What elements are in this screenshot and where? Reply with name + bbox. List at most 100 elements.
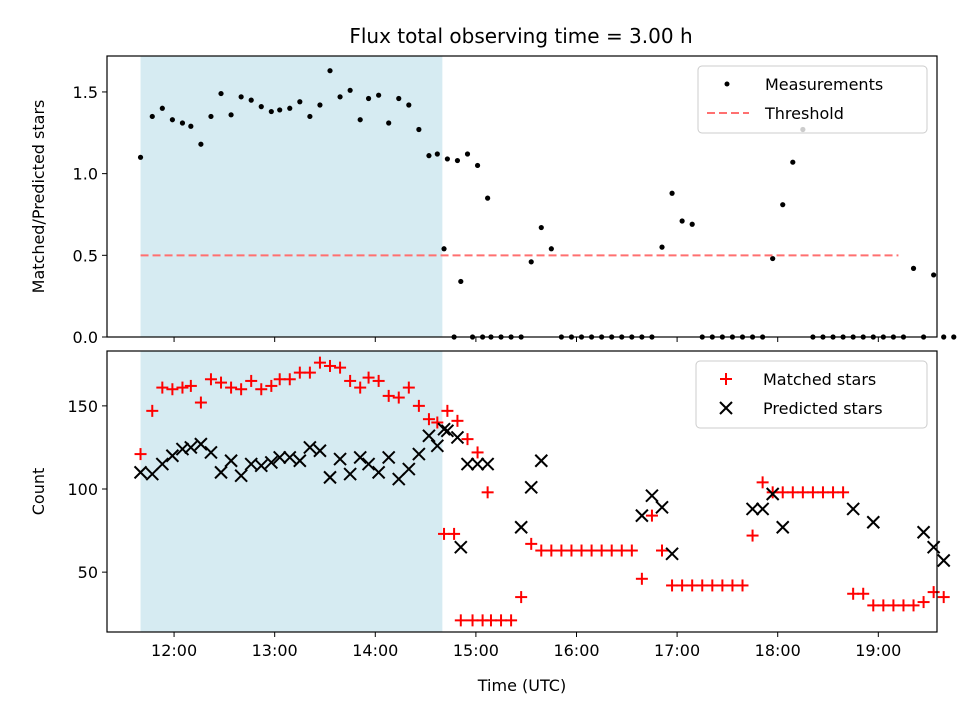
- legend-measurements-marker: [724, 81, 730, 87]
- legend-measurements-label: Measurements: [765, 75, 883, 94]
- predicted-stars-point: [155, 457, 170, 471]
- bottom-y-axis-label: Count: [29, 468, 48, 516]
- matched-stars-point: [466, 614, 479, 627]
- predicted-stars-point: [133, 465, 148, 480]
- predicted-stars-point: [313, 444, 327, 458]
- matched-stars-point: [505, 614, 518, 627]
- bottom-axes-frame: [106, 350, 938, 633]
- x-tick-label: 18:00: [755, 641, 801, 660]
- measurements-point: [228, 112, 234, 118]
- measurements-point: [159, 105, 165, 111]
- measurements-point: [277, 107, 283, 113]
- matched-stars-point: [255, 383, 268, 396]
- measurements-point: [365, 95, 372, 102]
- measurements-point: [790, 159, 796, 165]
- x-axis-label: Time (UTC): [477, 676, 566, 695]
- predicted-stars-point: [323, 470, 337, 485]
- x-tick-label: 17:00: [654, 641, 700, 660]
- top-observing-window: [140, 56, 443, 337]
- matched-stars-point: [283, 373, 296, 386]
- matched-stars-point: [726, 579, 739, 592]
- matched-stars-point: [525, 537, 538, 550]
- legend-predicted-label: Predicted stars: [763, 399, 883, 418]
- matched-stars-point: [215, 376, 228, 389]
- matched-stars-point: [235, 383, 248, 396]
- matched-stars-point: [917, 596, 930, 609]
- measurements-point: [426, 153, 432, 159]
- predicted-stars-point: [293, 454, 307, 468]
- predicted-stars-point: [283, 450, 297, 465]
- measurements-point: [485, 195, 491, 201]
- measurements-point: [931, 272, 937, 278]
- predicted-stars-point: [422, 429, 436, 443]
- top-y-axis: 0.0 0.5 1.0 1.5: [73, 83, 107, 347]
- measurements-point: [474, 162, 481, 169]
- matched-stars-point: [676, 579, 689, 592]
- legend-matched-label: Matched stars: [763, 370, 876, 389]
- measurements-point: [317, 102, 323, 108]
- matched-stars-point: [686, 579, 699, 592]
- predicted-stars-point: [454, 540, 468, 554]
- measurements-point: [218, 90, 224, 97]
- measurements-point: [454, 157, 461, 164]
- matched-stars-point: [194, 396, 207, 409]
- predicted-stars-point: [936, 553, 951, 568]
- matched-stars-point: [293, 366, 306, 379]
- predicted-stars-point: [392, 472, 406, 486]
- measurements-point: [396, 95, 402, 102]
- predicted-stars-point: [224, 454, 238, 468]
- bottom-x-axis: 12:00 13:00 14:00 15:00 16:00 17:00 18:00 19:00: [151, 632, 901, 660]
- measurements-point: [941, 334, 947, 340]
- matched-stars-point: [454, 614, 467, 627]
- measurements-point: [910, 265, 917, 271]
- measurements-point: [307, 113, 313, 120]
- predicted-stars-point: [524, 480, 538, 495]
- predicted-stars-point: [480, 457, 495, 471]
- y-tick-label: 1.5: [73, 83, 98, 102]
- predicted-stars-point: [204, 445, 218, 460]
- matched-stars-point: [605, 544, 618, 557]
- matched-stars-point: [225, 381, 238, 394]
- measurements-point: [538, 224, 544, 231]
- measurements-point: [444, 156, 450, 162]
- top-panel: 0.0 0.5 1.0 1.5 Matched/Predicted stars Mea…: [29, 55, 957, 347]
- matched-stars-point: [656, 544, 669, 557]
- predicted-stars-point: [234, 468, 248, 483]
- measurements-point: [386, 120, 392, 126]
- measurements-point: [669, 190, 675, 196]
- matched-stars-point: [635, 572, 648, 585]
- top-x-axis: [173, 337, 879, 342]
- measurements-point: [327, 68, 333, 74]
- measurements-point: [416, 126, 422, 133]
- bottom-data-layer: [133, 356, 951, 627]
- matched-stars-point: [313, 356, 326, 369]
- predicted-stars-point: [343, 467, 357, 481]
- matched-stars-point: [245, 374, 258, 387]
- matched-stars-point: [184, 379, 197, 392]
- matched-stars-point: [535, 544, 548, 557]
- matched-stars-point: [615, 544, 628, 557]
- measurements-point: [548, 246, 554, 252]
- bottom-observing-window: [140, 351, 443, 632]
- predicted-stars-point: [514, 520, 528, 534]
- matched-stars-point: [166, 383, 179, 396]
- predicted-stars-point: [470, 457, 485, 471]
- matched-stars-point: [827, 486, 840, 499]
- predicted-stars-point: [866, 515, 880, 529]
- matched-stars-point: [134, 448, 147, 461]
- matched-stars-point: [696, 579, 709, 592]
- matched-stars-point: [471, 446, 484, 459]
- measurements-point: [208, 113, 214, 120]
- matched-stars-point: [927, 586, 940, 599]
- matched-stars-point: [756, 476, 769, 489]
- predicted-stars-point: [916, 525, 931, 539]
- measurements-point: [258, 104, 264, 110]
- matched-stars-point: [481, 486, 494, 499]
- predicted-stars-point: [534, 454, 548, 468]
- top-axes-frame: [106, 55, 938, 338]
- predicted-stars-point: [184, 440, 198, 455]
- x-tick-label: 16:00: [553, 641, 599, 660]
- matched-stars-point: [736, 579, 749, 592]
- predicted-stars-point: [437, 422, 451, 436]
- matched-stars-point: [786, 486, 799, 499]
